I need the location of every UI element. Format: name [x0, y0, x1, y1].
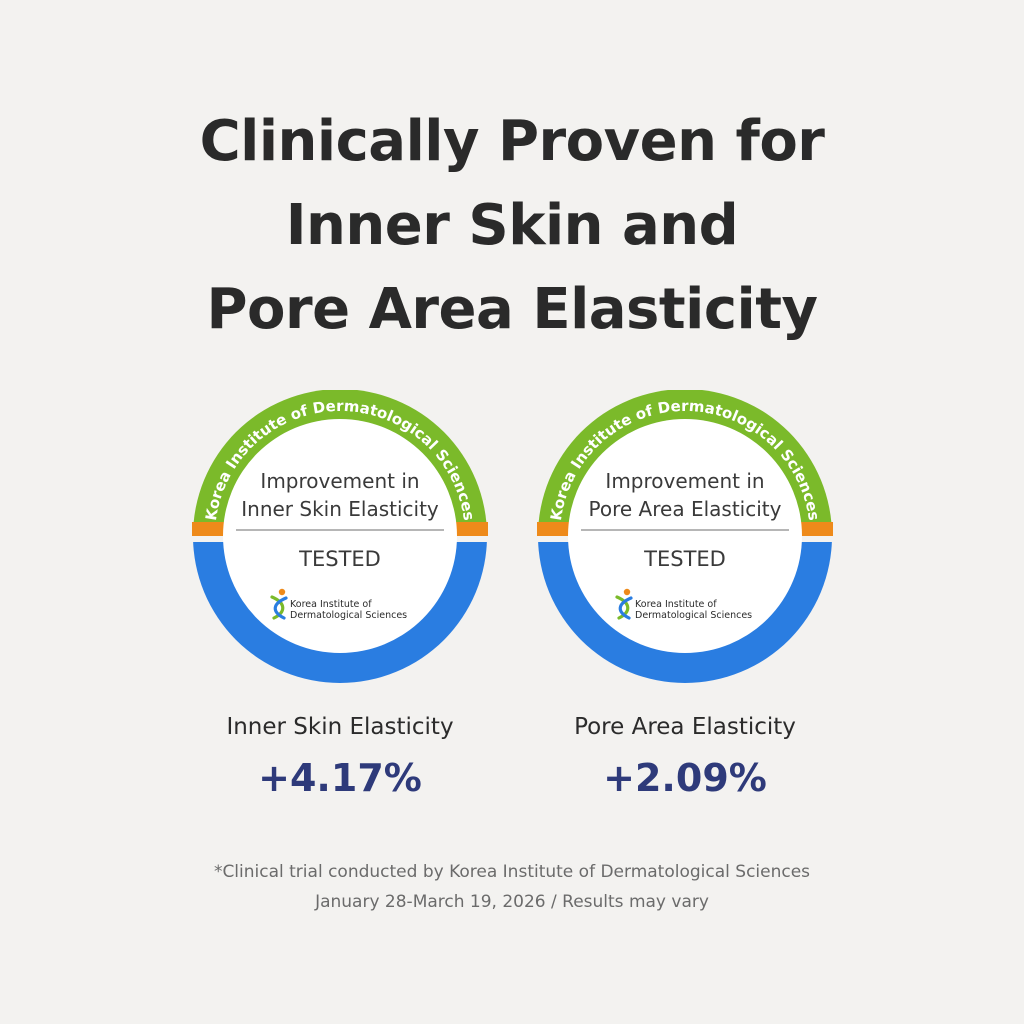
logo-name: Dermatological Sciences — [635, 610, 752, 621]
metric-label: Pore Area Elasticity — [574, 714, 796, 740]
badge-seal: Korea Institute of Dermatological Scienc… — [192, 390, 488, 683]
headline-line: Inner Skin and — [285, 193, 739, 258]
badge-status: TESTED — [643, 547, 726, 571]
badge-heading: Pore Area Elasticity — [589, 497, 782, 521]
disclaimer-footnote: *Clinical trial conducted by Korea Insti… — [0, 857, 1024, 917]
footnote-line: January 28-March 19, 2026 / Results may … — [315, 892, 709, 912]
headline-line: Clinically Proven for — [199, 109, 825, 174]
badge-seal: Korea Institute of Dermatological Scienc… — [537, 390, 833, 683]
test-badge-inner-skin: Korea Institute of Dermatological Scienc… — [190, 390, 490, 690]
headline: Clinically Proven for Inner Skin and Por… — [0, 100, 1024, 352]
logo-name: Korea Institute of — [635, 599, 717, 610]
metric-label: Inner Skin Elasticity — [226, 714, 454, 740]
logo-name: Dermatological Sciences — [290, 610, 407, 621]
dna-helix-icon — [615, 588, 633, 620]
footnote-line: *Clinical trial conducted by Korea Insti… — [213, 862, 811, 882]
metric-value: +2.09% — [603, 756, 767, 800]
badge-heading: Improvement in — [605, 469, 764, 493]
dna-helix-icon — [270, 588, 288, 620]
badge-status: TESTED — [298, 547, 381, 571]
logo-name: Korea Institute of — [290, 599, 372, 610]
badge-heading: Inner Skin Elasticity — [241, 497, 439, 521]
badge-heading: Improvement in — [260, 469, 419, 493]
metric-value: +4.17% — [258, 756, 422, 800]
headline-line: Pore Area Elasticity — [206, 277, 818, 342]
test-badge-pore-area: Korea Institute of Dermatological Scienc… — [535, 390, 835, 690]
